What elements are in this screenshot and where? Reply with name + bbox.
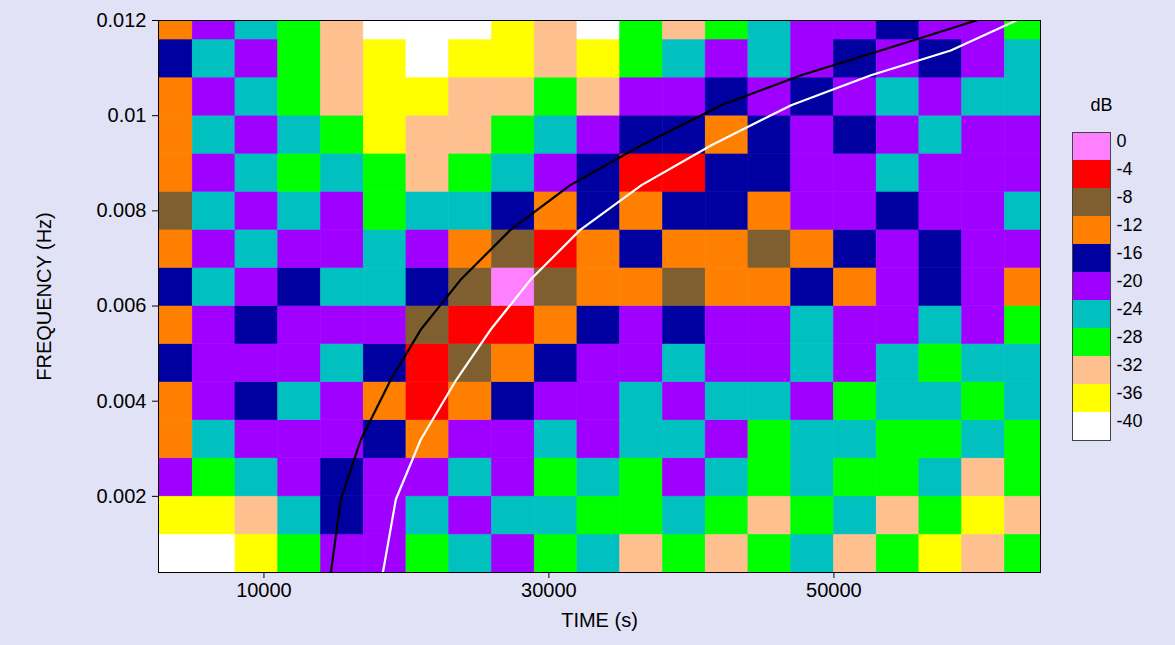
svg-text:0.004: 0.004 [96,390,146,412]
svg-text:-20: -20 [1117,271,1143,291]
svg-text:dB: dB [1090,95,1112,115]
svg-text:0.006: 0.006 [96,294,146,316]
svg-text:50000: 50000 [806,579,862,601]
svg-text:-40: -40 [1117,411,1143,431]
svg-text:0.012: 0.012 [96,9,146,31]
svg-text:0.008: 0.008 [96,199,146,221]
svg-text:-16: -16 [1117,243,1143,263]
svg-text:0: 0 [1117,131,1127,151]
svg-text:0.002: 0.002 [96,485,146,507]
svg-text:-32: -32 [1117,355,1143,375]
svg-text:FREQUENCY (Hz): FREQUENCY (Hz) [33,212,55,381]
svg-text:0.01: 0.01 [108,104,147,126]
svg-text:-28: -28 [1117,327,1143,347]
svg-text:TIME (s): TIME (s) [561,609,638,631]
svg-text:-36: -36 [1117,383,1143,403]
svg-text:-24: -24 [1117,299,1143,319]
svg-text:-4: -4 [1117,159,1133,179]
svg-text:-12: -12 [1117,215,1143,235]
svg-text:-8: -8 [1117,187,1133,207]
svg-text:10000: 10000 [236,579,292,601]
svg-text:30000: 30000 [521,579,577,601]
